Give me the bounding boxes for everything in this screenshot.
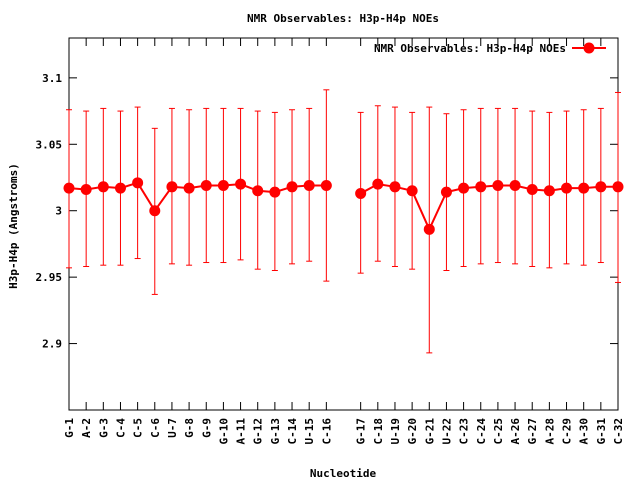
x-tick-label: C-29 xyxy=(561,418,574,445)
x-tick-label: G-21 xyxy=(423,418,436,445)
legend-label: NMR Observables: H3p-H4p NOEs xyxy=(374,42,566,55)
data-point xyxy=(389,181,401,193)
plot-area: 2.9 2.95 3 3.05 3.1 G-1 A-2 G-3 C-4 C-5 C-6 U-7 G-8 G… xyxy=(36,37,625,445)
x-tick-label: G-27 xyxy=(526,418,539,445)
data-point xyxy=(269,186,281,198)
data-point xyxy=(578,182,590,194)
x-tick-label: C-18 xyxy=(372,418,385,445)
data-point xyxy=(406,185,418,197)
data-point xyxy=(543,185,555,197)
data-point xyxy=(492,179,504,191)
x-tick-label: G-13 xyxy=(269,418,282,445)
data-point xyxy=(526,183,538,195)
data-point xyxy=(458,182,470,194)
series-line xyxy=(360,183,618,232)
x-tick-label: A-26 xyxy=(509,418,522,445)
x-tick-label: G-10 xyxy=(217,418,230,445)
x-tick-label: C-24 xyxy=(475,418,488,445)
data-point xyxy=(595,181,607,193)
data-point xyxy=(80,183,92,195)
x-tick-label: C-32 xyxy=(612,418,625,445)
x-tick-label: U-19 xyxy=(389,418,402,445)
data-point xyxy=(320,179,332,191)
x-tick-label: C-5 xyxy=(132,418,145,438)
data-point xyxy=(200,179,212,191)
legend-marker xyxy=(583,42,595,54)
x-tick-label: G-3 xyxy=(97,418,110,438)
data-point xyxy=(612,181,624,193)
x-tick-label: G-17 xyxy=(355,418,368,445)
x-tick-label: C-14 xyxy=(286,418,299,445)
data-point xyxy=(183,182,195,194)
data-point xyxy=(97,181,109,193)
data-point xyxy=(509,179,521,191)
data-point xyxy=(132,177,144,189)
x-tick-label: G-9 xyxy=(200,418,213,438)
x-tick-label: A-11 xyxy=(235,418,248,445)
x-tick-label: C-4 xyxy=(114,418,127,438)
y-tick-label: 2.95 xyxy=(36,271,63,284)
data-point xyxy=(440,186,452,198)
data-point xyxy=(423,223,435,235)
data-point xyxy=(561,182,573,194)
x-axis-label: Nucleotide xyxy=(310,467,377,480)
x-tick-label: G-31 xyxy=(595,418,608,445)
y-axis-label: H3p-H4p (Angstroms) xyxy=(7,163,20,289)
data-point xyxy=(475,181,487,193)
legend: NMR Observables: H3p-H4p NOEs xyxy=(374,42,606,55)
x-tick-label: C-23 xyxy=(458,418,471,445)
x-tick-label: C-16 xyxy=(320,418,333,445)
data-point xyxy=(149,205,161,217)
data-point xyxy=(372,178,384,190)
data-point xyxy=(114,182,126,194)
x-tick-label: G-8 xyxy=(183,418,196,438)
x-tick-label: G-20 xyxy=(406,418,419,445)
data-point xyxy=(355,187,367,199)
data-point xyxy=(63,182,75,194)
x-tick-label: U-15 xyxy=(303,418,316,445)
chart-title: NMR Observables: H3p-H4p NOEs xyxy=(247,12,439,25)
y-tick-label: 3.05 xyxy=(36,138,63,151)
data-point xyxy=(166,181,178,193)
data-point xyxy=(217,179,229,191)
x-tick-label: C-25 xyxy=(492,418,505,445)
x-tick-label: G-12 xyxy=(252,418,265,445)
x-tick-label: C-6 xyxy=(149,418,162,438)
x-tick-label: A-28 xyxy=(543,418,556,445)
data-point xyxy=(303,179,315,191)
data-point xyxy=(235,178,247,190)
data-point xyxy=(286,181,298,193)
x-tick-label: A-30 xyxy=(578,418,591,445)
x-tick-label: U-22 xyxy=(440,418,453,445)
x-tick-label: U-7 xyxy=(166,418,179,438)
series-line xyxy=(68,181,327,213)
y-tick-label: 2.9 xyxy=(42,338,62,351)
x-tick-label: A-2 xyxy=(80,418,93,438)
data-point xyxy=(252,185,264,197)
x-tick-label: G-1 xyxy=(63,418,76,438)
y-tick-label: 3 xyxy=(55,205,62,218)
y-tick-label: 3.1 xyxy=(42,72,62,85)
